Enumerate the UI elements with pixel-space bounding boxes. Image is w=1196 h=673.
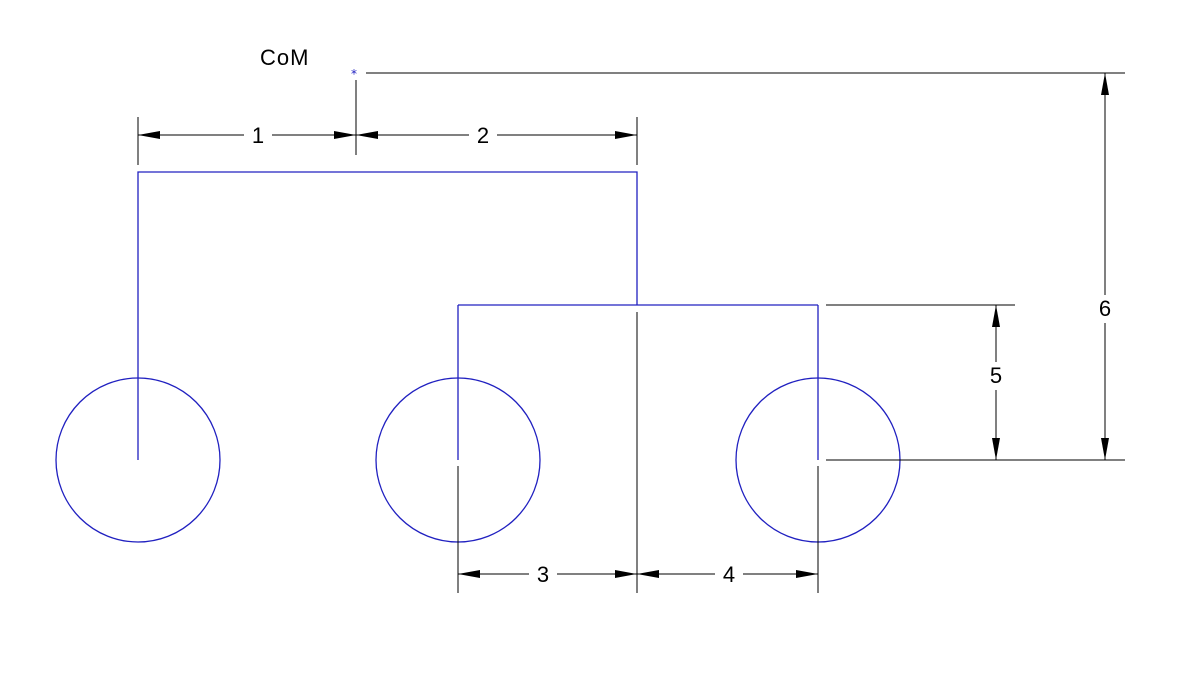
dimension-3: 3 [458,561,637,587]
com-label: CoM [260,45,309,70]
dimension-6-label: 6 [1099,296,1111,321]
dimension-5: 5 [984,305,1008,460]
dimension-1: 1 [138,122,356,148]
com-marker: * [351,67,357,81]
dimension-6: 6 [1093,73,1117,460]
dimension-4: 4 [637,561,818,587]
dimension-set: 1 2 3 4 [137,72,1125,593]
mobile-structure: * [55,67,901,543]
dimension-4-label: 4 [723,562,735,587]
dimension-5-label: 5 [990,363,1002,388]
dimension-3-label: 3 [537,562,549,587]
dimension-2: 2 [356,122,637,148]
dimension-1-label: 1 [252,123,264,148]
dimension-2-label: 2 [477,123,489,148]
mass-left [55,377,221,543]
upper-beam [137,171,638,460]
